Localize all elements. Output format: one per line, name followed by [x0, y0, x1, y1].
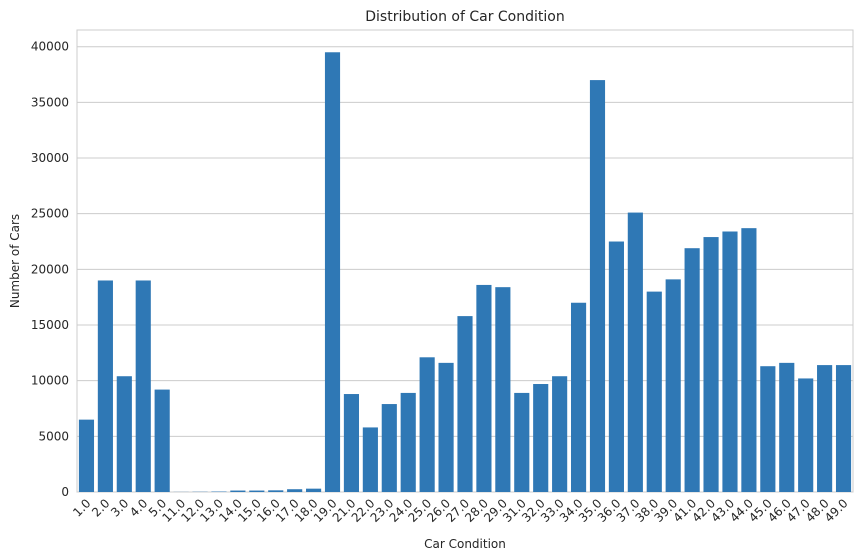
- bar: [495, 287, 511, 492]
- bar: [362, 427, 378, 492]
- bar: [249, 490, 265, 492]
- x-axis-label: Car Condition: [424, 537, 506, 551]
- bar: [97, 280, 113, 492]
- bar: [154, 389, 170, 492]
- bar: [343, 394, 360, 492]
- bar: [570, 302, 587, 492]
- bar: [684, 248, 700, 492]
- y-tick-label: 10000: [31, 374, 69, 388]
- y-tick-label: 15000: [31, 318, 69, 332]
- bar: [400, 392, 416, 492]
- chart-title: Distribution of Car Condition: [365, 9, 564, 25]
- bar: [646, 291, 662, 492]
- bar: [817, 365, 833, 492]
- bar: [779, 362, 795, 492]
- x-tick-label: 49.0: [822, 496, 851, 525]
- bar: [438, 362, 454, 492]
- bar: [78, 419, 95, 492]
- y-tick-label: 30000: [31, 151, 69, 165]
- bar: [514, 392, 530, 492]
- bar: [760, 366, 776, 492]
- bar: [589, 80, 606, 493]
- bar: [722, 231, 738, 493]
- bar: [287, 489, 303, 492]
- y-tick-label: 5000: [38, 429, 69, 443]
- bars: [78, 52, 852, 493]
- bar: [533, 384, 549, 492]
- bar: [665, 279, 681, 492]
- x-tick-labels: 1.02.03.04.05.011.012.013.014.015.016.01…: [70, 496, 850, 525]
- bar: [741, 228, 757, 492]
- bar: [552, 376, 568, 492]
- bar: [381, 404, 397, 492]
- bar: [476, 284, 492, 492]
- bar: [798, 378, 814, 492]
- y-tick-label: 35000: [31, 95, 69, 109]
- bar: [306, 488, 322, 492]
- bar: [324, 52, 341, 492]
- y-tick-label: 25000: [31, 207, 69, 221]
- bar: [419, 357, 435, 492]
- bar: [627, 212, 643, 492]
- bar: [116, 376, 132, 492]
- y-axis-label: Number of Cars: [8, 214, 22, 308]
- bar: [135, 280, 151, 492]
- bar: [703, 237, 719, 492]
- bar: [608, 241, 624, 492]
- bar: [268, 490, 284, 492]
- bar: [230, 490, 246, 492]
- y-tick-label: 0: [61, 485, 69, 499]
- y-tick-label: 40000: [31, 40, 69, 54]
- y-tick-label: 20000: [31, 262, 69, 276]
- bar: [835, 365, 852, 492]
- y-tick-labels: 0 5000 10000 15000 20000 25000 30000 35000 40000: [31, 40, 69, 499]
- bar: [457, 316, 473, 492]
